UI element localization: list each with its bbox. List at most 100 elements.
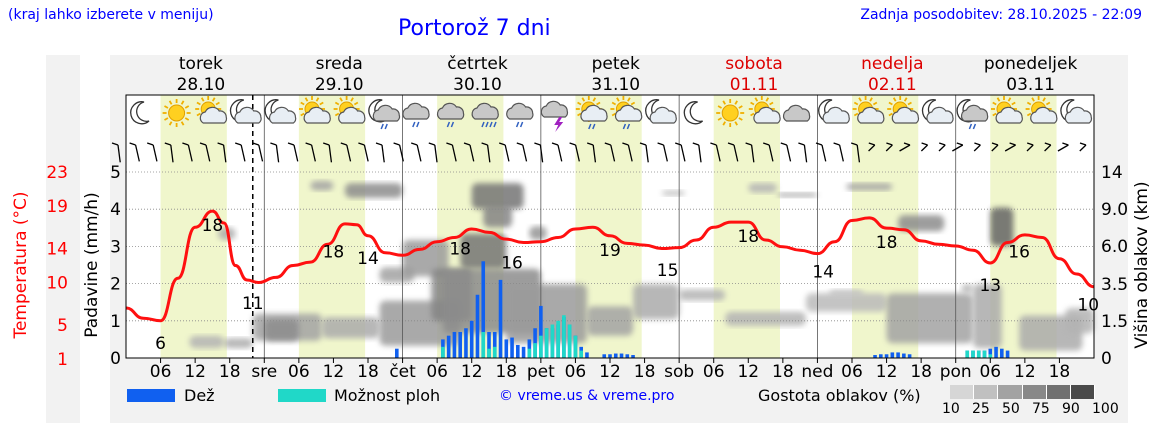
wind-barb [234,142,246,162]
wind-shaft [398,144,404,162]
rain-bar [873,355,877,358]
cloud-shape [199,106,228,124]
wind-barb [111,142,121,163]
wind-barb [358,142,369,162]
wind-shaft [381,144,385,163]
cloud-patch [679,289,726,301]
sun-ray [300,101,305,106]
sun-ray [734,100,738,105]
rain-bar [475,294,480,358]
wind-shaft [486,144,491,163]
precip-tick-label: 0 [110,349,121,369]
rain-bar [907,354,912,358]
day-name: sobota [725,54,783,74]
cloud-tick-label: 3.5 [1101,275,1128,295]
wind-shaft [258,144,264,162]
wind-barb [164,142,174,163]
rain-drop [450,121,455,128]
wind-barb [252,142,264,162]
wind-shaft [786,144,792,162]
density-value: 100 [1092,401,1119,417]
cloud-patch [973,284,1002,349]
day-name: petek [592,54,640,74]
credit-link[interactable]: © vreme.us & vreme.pro [499,388,675,404]
rain-bar [994,346,998,358]
rain-bar [608,354,612,358]
rain-bar [585,352,589,358]
temperature-tick-label: 5 [57,316,68,336]
sun-ray [596,101,601,106]
wind-barb [798,142,808,163]
day-date: 30.10 [453,75,502,95]
sun-ray [858,97,862,102]
rain-drop [972,123,977,130]
wind-barb [375,142,385,163]
sun-icon [716,99,745,127]
moon-cloud-icon [229,99,262,124]
wind-barb [868,142,876,152]
temperature-label: 18 [323,242,345,262]
wind-shaft [733,144,739,162]
wind-shaft [899,144,911,152]
x-tick-label: 12 [1014,362,1036,382]
sun-ray [630,101,636,106]
wind-flag [762,142,770,146]
showers-bar [562,315,566,358]
temperature-label: 15 [657,261,679,281]
cloud-tick-label: 14 [1101,163,1123,183]
density-swatch [1046,385,1071,399]
sun-ray [853,112,859,117]
rain-drop [592,123,596,130]
sun-ray [903,97,908,102]
wind-flag [551,142,559,146]
wind-shaft [768,144,774,162]
x-tick-label: 18 [910,362,932,382]
cloud-patch [777,192,818,198]
wind-barb [287,142,299,162]
x-tick-label: ned [801,362,833,382]
sun-ray [180,121,185,126]
cloud-patch [828,289,864,297]
wind-shaft [715,144,721,162]
x-tick-label: čet [389,362,416,382]
cloud-shape [268,106,297,124]
sun-cloud-icon [991,96,1023,124]
sun-ray [581,97,586,102]
rain-drop [416,121,420,128]
wind-barb [569,142,580,162]
cloud-patch [471,183,524,209]
temperature-tick-label: 19 [46,197,68,217]
temperature-label: 16 [501,253,523,273]
density-swatch [1022,385,1047,399]
sun-ray [200,97,205,102]
moon-cloud-icon [921,99,954,124]
rain-bar [492,331,497,358]
sun-ray [334,101,340,106]
rain-drop [588,123,592,130]
wind-shaft [991,144,999,152]
temperature-label: 19 [599,241,621,261]
showers-bar [539,335,543,358]
cloud-tick-label: 6.0 [1101,237,1128,257]
cloud-tick-label: 0 [1101,349,1112,369]
cloud-shape [891,106,920,124]
wind-shaft [222,144,227,163]
wind-flag [393,142,400,146]
cloud-patch [483,205,513,228]
showers-bar [544,328,549,358]
x-tick-label: 12 [599,362,621,382]
wind-flag [1062,142,1069,146]
wind-barb [604,142,616,162]
axis-panel [46,55,80,423]
rain-bar [516,344,520,358]
day-date: 02.11 [868,75,917,95]
sun-ray [1031,97,1035,102]
wind-barb [428,142,438,163]
wind-flag [657,142,664,146]
cloud-patch [748,183,778,193]
sun-ray [1042,97,1046,102]
cloud-shape [1064,106,1093,124]
sun-ray [888,101,893,106]
cloud-patch [1065,308,1094,334]
rain-drop [412,121,416,128]
